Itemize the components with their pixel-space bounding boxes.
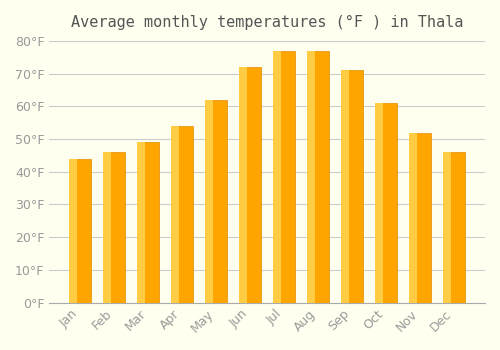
Bar xyxy=(273,51,281,303)
Bar xyxy=(341,70,363,303)
Bar xyxy=(137,142,145,303)
Bar xyxy=(273,51,295,303)
Bar xyxy=(307,51,329,303)
Bar xyxy=(171,126,179,303)
Bar xyxy=(69,159,77,303)
Bar xyxy=(409,133,431,303)
Bar xyxy=(239,67,247,303)
Bar xyxy=(239,67,261,303)
Bar xyxy=(137,142,159,303)
Bar xyxy=(375,103,397,303)
Bar xyxy=(443,152,465,303)
Title: Average monthly temperatures (°F ) in Thala: Average monthly temperatures (°F ) in Th… xyxy=(71,15,464,30)
Bar xyxy=(341,70,349,303)
Bar xyxy=(375,103,383,303)
Bar xyxy=(409,133,417,303)
Bar xyxy=(103,152,126,303)
Bar xyxy=(103,152,111,303)
Bar xyxy=(69,159,92,303)
Bar xyxy=(307,51,315,303)
Bar xyxy=(171,126,193,303)
Bar xyxy=(443,152,451,303)
Bar xyxy=(205,100,227,303)
Bar xyxy=(205,100,213,303)
